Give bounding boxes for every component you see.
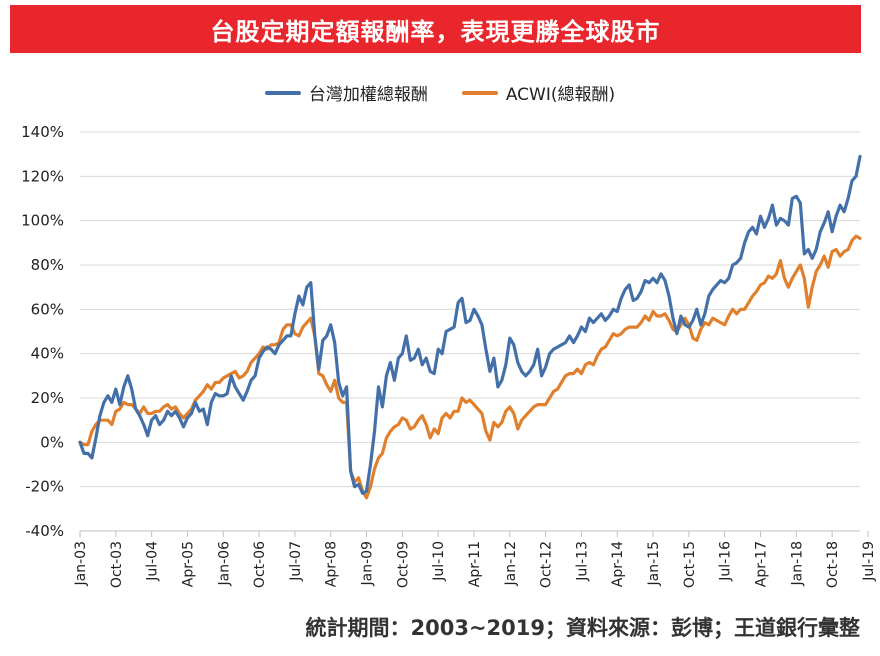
y-tick-label: 60% (31, 300, 64, 318)
x-tick-label: Oct-03 (109, 541, 125, 588)
x-tick-label: Oct-06 (252, 541, 268, 588)
series-lines (78, 154, 862, 500)
title-banner: 台股定期定額報酬率，表現更勝全球股市 (10, 5, 861, 53)
x-tick-label: Oct-15 (682, 541, 698, 588)
x-tick-label: Oct-18 (825, 541, 841, 588)
x-tick-label: Jul-10 (431, 541, 447, 582)
x-tick-label: Apr-05 (180, 541, 196, 587)
y-tick-label: 120% (21, 167, 64, 185)
x-tick-label: Apr-08 (324, 541, 340, 587)
legend-item-acwi: ACWI(總報酬) (461, 80, 616, 105)
y-tick-label: 80% (31, 256, 64, 274)
x-tick-label: Jul-16 (718, 541, 734, 582)
x-tick-label: Apr-14 (610, 541, 626, 587)
y-tick-label: -20% (25, 478, 64, 496)
x-tick-label: Jul-07 (288, 541, 304, 582)
x-tick-label: Jan-12 (503, 541, 519, 586)
legend-label-taiwan: 台灣加權總報酬 (308, 85, 428, 105)
legend-swatch-acwi (461, 90, 498, 95)
series-line-acwi (78, 234, 862, 500)
y-tick-label: 20% (31, 389, 64, 407)
x-tick-label: Jan-06 (216, 541, 232, 587)
gridlines (80, 131, 860, 532)
y-tick-label: 40% (31, 345, 64, 363)
x-tick-label: Jul-13 (574, 541, 590, 582)
legend-item-taiwan: 台灣加權總報酬 (264, 80, 428, 105)
x-tick-label: Jul-04 (145, 541, 161, 582)
legend-label-acwi: ACWI(總報酬) (505, 85, 616, 105)
legend-swatch-taiwan (264, 90, 301, 95)
x-tick-label: Jul-19 (861, 541, 877, 582)
axes: 140% 120% 100% 80% 60% 40% 20% 0% -20% -40% Jan-03… (21, 123, 877, 588)
x-tick-label: Jan-09 (360, 541, 376, 586)
series-line-taiwan (78, 154, 862, 495)
y-tick-label: 0% (40, 433, 64, 451)
x-tick-label: Jan-18 (789, 541, 805, 586)
y-tick-label: -40% (25, 522, 64, 540)
chart-title: 台股定期定額報酬率，表現更勝全球股市 (210, 17, 661, 46)
source-footer: 統計期間：2003~2019；資料來源：彭博；王道銀行彙整 (305, 616, 861, 640)
x-tick-label: Apr-17 (754, 541, 770, 587)
x-tick-label: Oct-12 (539, 541, 555, 588)
y-tick-label: 140% (21, 123, 64, 141)
x-tick-label: Apr-11 (467, 541, 483, 587)
x-tick-label: Jan-03 (73, 541, 89, 586)
y-tick-label: 100% (21, 212, 64, 230)
x-tick-label: Jan-15 (646, 541, 662, 586)
x-tick-label: Oct-09 (395, 541, 411, 588)
legend: 台灣加權總報酬 ACWI(總報酬) (0, 80, 880, 105)
